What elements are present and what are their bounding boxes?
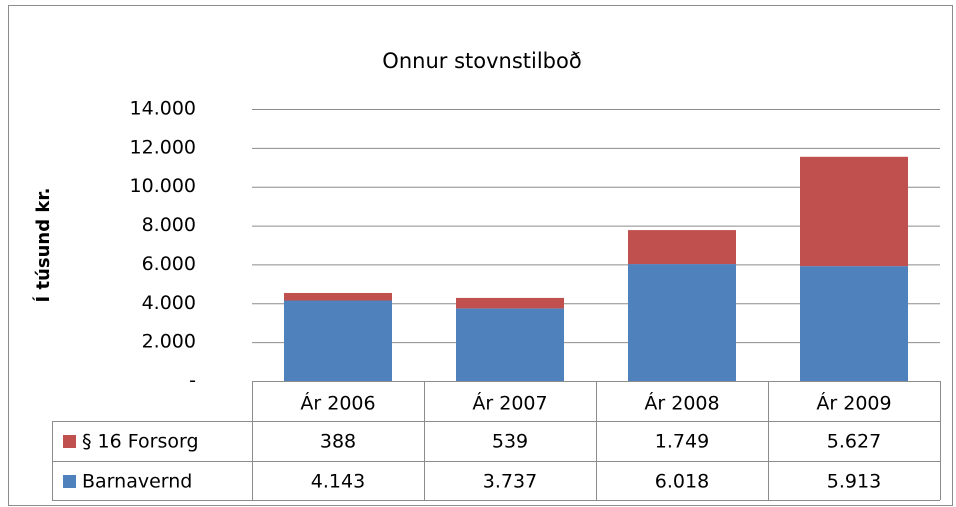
y-tick-label: 14.000	[130, 98, 196, 120]
table-value: 1.749	[655, 431, 709, 453]
bar-segment	[284, 300, 392, 381]
y-tick-label: 10.000	[130, 175, 196, 197]
table-value: 539	[492, 431, 528, 453]
legend-swatch	[63, 475, 76, 488]
y-tick-label: 12.000	[130, 136, 196, 158]
bar-segment	[284, 292, 392, 301]
legend-label: § 16 Forsorg	[82, 431, 199, 453]
x-tick-label: Ár 2008	[644, 392, 719, 415]
y-axis-label: Í túsund kr.	[32, 188, 54, 303]
table-value: 5.913	[827, 471, 881, 493]
chart-title: Onnur stovnstilboð	[382, 49, 581, 73]
table-value: 6.018	[655, 471, 709, 493]
legend-swatch	[63, 435, 76, 448]
bar-segment	[628, 264, 736, 381]
y-tick-label: -	[189, 370, 196, 392]
table-value: 5.627	[827, 431, 881, 453]
bar-segment	[456, 297, 564, 309]
table-value: 3.737	[483, 471, 537, 493]
y-tick-label: 4.000	[142, 292, 196, 314]
table-value: 4.143	[311, 471, 365, 493]
chart-border	[8, 5, 953, 506]
y-tick-label: 8.000	[142, 214, 196, 236]
bar-segment	[800, 156, 908, 267]
legend-label: Barnavernd	[82, 471, 192, 493]
y-tick-label: 6.000	[142, 253, 196, 275]
table-value: 388	[320, 431, 356, 453]
bar-segment	[628, 230, 736, 265]
y-tick-label: 2.000	[142, 331, 196, 353]
bar-segment	[456, 308, 564, 381]
bar-segment	[800, 266, 908, 381]
x-tick-label: Ár 2007	[472, 392, 547, 415]
x-tick-label: Ár 2009	[816, 392, 891, 415]
x-tick-label: Ár 2006	[300, 392, 375, 415]
